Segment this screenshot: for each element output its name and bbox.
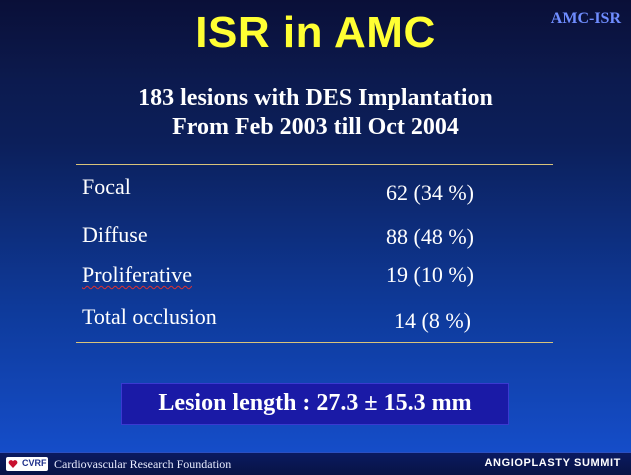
row-label: Proliferative	[82, 262, 192, 287]
table-row: Diffuse 88 (48 %)	[82, 222, 552, 252]
lesion-length-text: Lesion length : 27.3 ± 15.3 mm	[158, 390, 472, 416]
table-row: Proliferative 19 (10 %)	[82, 262, 552, 292]
row-value: 14 (8 %)	[394, 308, 471, 333]
subtitle-line-1: 183 lesions with DES Implantation	[138, 85, 493, 111]
slide-title: ISR in AMC	[195, 8, 436, 57]
table-bottom-rule	[76, 342, 553, 343]
lesion-length-box: Lesion length : 27.3 ± 15.3 mm	[121, 383, 509, 425]
row-value: 88 (48 %)	[386, 224, 474, 249]
title-band	[0, 0, 631, 78]
table-row: Focal 62 (34 %)	[82, 174, 552, 205]
subtitle-line-2: From Feb 2003 till Oct 2004	[172, 114, 459, 140]
slide-tag: AMC-ISR	[550, 10, 621, 27]
table-top-rule	[76, 164, 553, 165]
cvrf-logo: CVRF	[6, 457, 48, 471]
row-value: 62 (34 %)	[386, 180, 474, 205]
event-name: ANGIOPLASTY SUMMIT	[484, 457, 621, 469]
table-row: Total occlusion 14 (8 %)	[82, 304, 552, 334]
row-value: 19 (10 %)	[386, 262, 474, 287]
logo-text: CVRF	[22, 458, 47, 468]
row-label: Focal	[82, 174, 131, 199]
subtitle: 183 lesions with DES Implantation From F…	[0, 84, 631, 142]
heart-icon	[8, 460, 18, 468]
row-label: Total occlusion	[82, 304, 217, 329]
footer-bar: CVRF Cardiovascular Research Foundation …	[0, 452, 631, 475]
organization-name: Cardiovascular Research Foundation	[54, 457, 232, 471]
row-label: Diffuse	[82, 222, 148, 247]
